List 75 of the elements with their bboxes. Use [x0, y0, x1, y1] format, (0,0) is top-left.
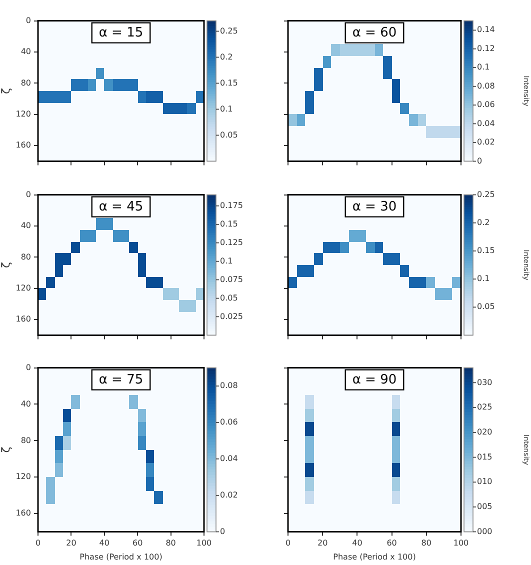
- y-axis-title: ζ: [0, 262, 12, 268]
- color-bar-label: 0.14: [477, 25, 495, 34]
- y-tick-label: 120: [16, 109, 31, 118]
- color-bar-label: 0.02: [477, 138, 495, 147]
- color-bar-label: 0.25: [220, 26, 238, 36]
- y-tick-label: 0: [26, 16, 31, 25]
- color-bar-label: 0.08: [220, 381, 238, 390]
- color-bar-label: 020: [477, 427, 492, 436]
- chart-title: α = 45: [98, 200, 144, 215]
- color-bar-label: 0.25: [477, 190, 495, 199]
- x-tick-label: 40: [99, 538, 110, 548]
- color-bar-label: 0.075: [220, 274, 243, 284]
- y-tick-label: 80: [20, 78, 31, 88]
- color-bar-label: 0.1: [477, 62, 490, 72]
- color-bar-label: 0.02: [220, 490, 238, 500]
- color-bar-label: 010: [477, 477, 492, 486]
- color-bar-label: 0.05: [220, 130, 238, 140]
- color-bar-label: 0.1: [220, 104, 233, 114]
- color-bar-label: 005: [477, 502, 492, 512]
- color-bar-label: 0: [220, 526, 226, 536]
- y-tick-label: 160: [16, 314, 31, 324]
- y-tick-label: 120: [16, 472, 31, 482]
- color-bar-label: 0.06: [477, 100, 495, 110]
- x-tick-label: 20: [318, 538, 328, 548]
- color-bar-label: 015: [477, 452, 492, 462]
- x-tick-label: 80: [421, 538, 432, 548]
- color-bar-label: 0.1: [220, 256, 233, 266]
- x-tick-label: 80: [166, 538, 176, 548]
- color-bar-label: 0.2: [477, 218, 490, 227]
- x-axis-title: Phase (Period x 100): [333, 552, 416, 562]
- chart-title: α = 60: [352, 26, 397, 41]
- y-tick-label: 160: [16, 140, 31, 150]
- x-tick-label: 60: [132, 538, 143, 548]
- color-bar-label: 030: [477, 378, 492, 387]
- color-bar-label: 0.175: [220, 200, 243, 210]
- color-bar-label: 0: [477, 156, 482, 166]
- color-bar-label: 0.15: [477, 246, 495, 256]
- color-bar-label: 025: [477, 402, 492, 412]
- chart-title: α = 90: [352, 372, 397, 388]
- y-tick-label: 0: [26, 190, 31, 199]
- chart-title: α = 30: [352, 200, 397, 215]
- color-bar-label: 0.025: [220, 312, 243, 321]
- x-tick-label: 0: [35, 538, 41, 548]
- color-bar-label: 0.04: [477, 118, 495, 128]
- color-bar-label: 0.12: [477, 44, 495, 53]
- color-bar-label: 0.04: [220, 454, 238, 463]
- y-tick-label: 40: [20, 47, 31, 56]
- y-tick-label: 40: [20, 399, 31, 408]
- y-tick-label: 80: [20, 252, 31, 262]
- y-tick-label: 80: [20, 436, 31, 445]
- y-tick-label: 0: [26, 362, 31, 372]
- chart-title: α = 15: [98, 26, 144, 41]
- x-axis-title: Phase (Period x 100): [80, 552, 162, 562]
- x-tick-label: 60: [386, 538, 397, 548]
- x-tick-label: 100: [453, 538, 469, 548]
- color-bar-label: 0.15: [220, 78, 238, 88]
- color-bar-label: 0.15: [220, 219, 238, 228]
- y-axis-title: ζ: [0, 446, 12, 453]
- y-tick-label: 40: [20, 221, 31, 230]
- chart-title: α = 75: [98, 372, 144, 388]
- color-bar-label: 0.1: [477, 274, 490, 284]
- color-bar-label: 0.2: [220, 52, 233, 62]
- x-tick-label: 100: [196, 538, 212, 548]
- y-tick-label: 160: [16, 508, 31, 518]
- color-bar-label: 0.05: [477, 302, 495, 312]
- color-bar-label: 0.125: [220, 238, 243, 247]
- x-tick-label: 0: [285, 538, 291, 548]
- x-tick-label: 20: [66, 538, 76, 548]
- color-bar-label: 0.05: [220, 293, 238, 302]
- color-bar-label: 0.06: [220, 418, 238, 427]
- y-tick-label: 120: [16, 283, 31, 292]
- y-axis-title: ζ: [0, 88, 12, 94]
- color-bar-label: 000: [477, 526, 492, 536]
- x-tick-label: 40: [352, 538, 362, 548]
- color-bar-label: 0.08: [477, 81, 495, 90]
